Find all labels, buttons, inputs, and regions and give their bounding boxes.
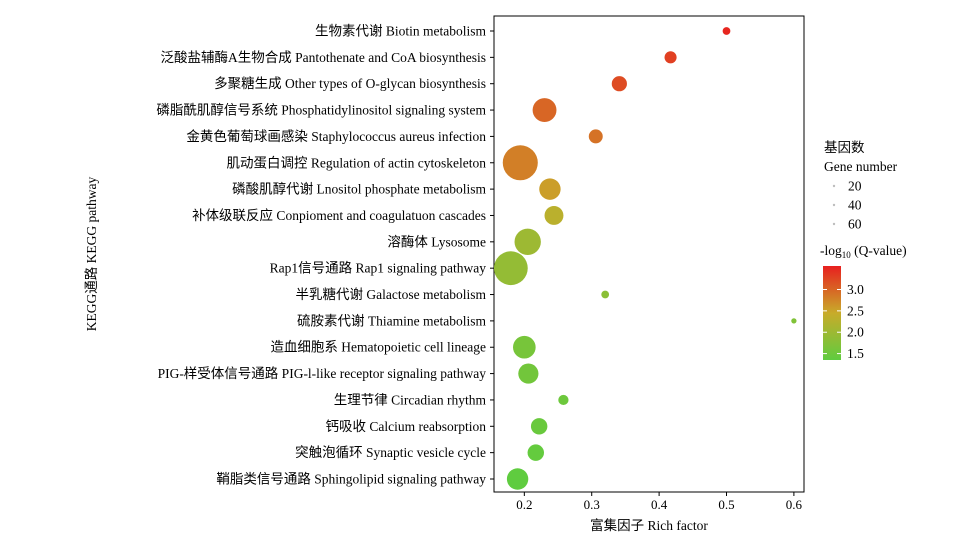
y-tick-label: 钙吸收 Calcium reabsorption: [326, 419, 487, 434]
size-legend-symbol: [832, 184, 836, 188]
data-point: [558, 394, 569, 406]
y-tick-label: 半乳糖代谢 Galactose metabolism: [296, 287, 487, 302]
size-legend-label: 20: [848, 179, 862, 194]
plot-frame: [493, 15, 805, 493]
x-tick-label: 0.3: [584, 497, 600, 512]
data-point: [493, 251, 528, 286]
data-point: [506, 468, 529, 490]
y-tick-label: 突触泡循环 Synaptic vesicle cycle: [295, 445, 486, 460]
data-point: [502, 145, 538, 181]
data-point: [611, 76, 627, 92]
size-legend-label: 60: [848, 217, 862, 232]
size-legend: 20 40 60: [832, 179, 862, 232]
data-point: [588, 129, 603, 144]
x-ticks: 0.2 0.3 0.4 0.5 0.6: [516, 492, 803, 512]
color-tick-label: 3.0: [847, 282, 864, 297]
x-axis-title: 富集因子 Rich factor: [590, 517, 708, 533]
color-tick-label: 2.5: [847, 303, 864, 318]
x-tick-label: 0.4: [651, 497, 668, 512]
data-point: [722, 27, 731, 35]
y-tick-label: PIG-样受体信号通路 PIG-l-like receptor signalin…: [158, 366, 487, 381]
y-tick-label: 磷脂酰肌醇信号系统 Phosphatidylinositol signaling…: [156, 102, 486, 118]
x-tick-label: 0.5: [718, 497, 734, 512]
data-point: [601, 290, 610, 299]
y-tick-label: 鞘脂类信号通路 Sphingolipid signaling pathway: [216, 472, 486, 487]
color-legend-title: -log10 (Q-value): [820, 243, 907, 260]
x-tick-label: 0.2: [516, 497, 532, 512]
y-tick-label: 补体级联反应 Conpioment and coagulatuon cascad…: [192, 207, 486, 223]
y-tick-label: 泛酸盐辅酶A生物合成 Pantothenate and CoA biosynth…: [161, 50, 486, 65]
data-points: [493, 27, 797, 490]
y-tick-label: 磷酸肌醇代谢 Lnositol phosphate metabolism: [232, 181, 486, 197]
size-legend-title-en: Gene number: [824, 159, 898, 174]
data-point: [514, 228, 541, 256]
color-legend-bar: [823, 266, 841, 360]
y-tick-label: 金黄色葡萄球画感染 Staphylococcus aureus infectio…: [186, 128, 486, 144]
size-legend-symbol: [832, 203, 836, 207]
data-point: [513, 335, 536, 359]
y-tick-label: 生物素代谢 Biotin metabolism: [315, 24, 486, 39]
color-tick-label: 2.0: [847, 325, 864, 340]
size-legend-label: 40: [848, 198, 862, 213]
y-tick-label: 多聚糖生成 Other types of O-glycan biosynthes…: [214, 75, 486, 91]
data-point: [544, 206, 564, 225]
y-tick-label: 溶酶体 Lysosome: [387, 234, 486, 249]
x-tick-label: 0.6: [786, 497, 803, 512]
y-tick-label: 生理节律 Circadian rhythm: [334, 392, 487, 407]
y-tick-labels: 生物素代谢 Biotin metabolism 泛酸盐辅酶A生物合成 Pantot…: [156, 24, 486, 487]
y-tick-label: 造血细胞系 Hematopoietic cell lineage: [270, 340, 486, 355]
data-point: [791, 318, 797, 324]
data-point: [532, 98, 557, 122]
color-tick-label: 1.5: [847, 346, 864, 361]
y-ticks: [490, 30, 494, 480]
size-legend-title-cn: 基因数: [824, 139, 865, 155]
y-tick-label: Rap1信号通路 Rap1 signaling pathway: [270, 261, 487, 276]
y-axis-title: KEGG通路 KEGG pathway: [84, 177, 99, 332]
color-legend-ticks: 3.0 2.5 2.0 1.5: [823, 282, 864, 361]
size-legend-symbol: [832, 222, 836, 226]
data-point: [539, 178, 561, 200]
data-point: [527, 444, 545, 461]
data-point: [664, 51, 677, 64]
y-tick-label: 硫胺素代谢 Thiamine metabolism: [297, 313, 486, 328]
data-point: [518, 363, 539, 384]
y-tick-label: 肌动蛋白调控 Regulation of actin cytoskeleton: [227, 155, 487, 170]
data-point: [530, 418, 548, 435]
